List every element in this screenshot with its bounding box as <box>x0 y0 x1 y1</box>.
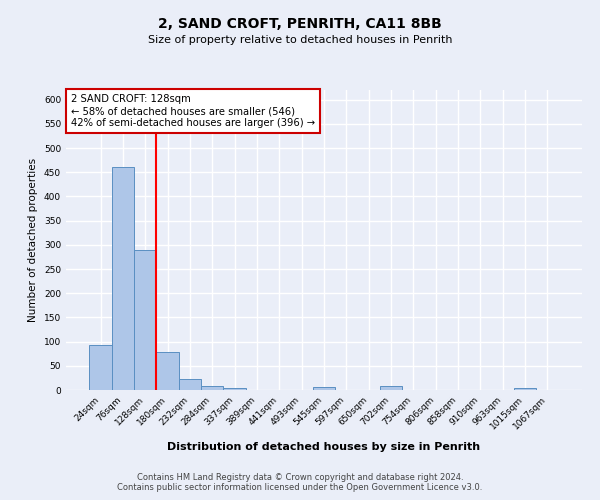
Bar <box>201 386 223 390</box>
Text: Size of property relative to detached houses in Penrith: Size of property relative to detached ho… <box>148 35 452 45</box>
X-axis label: Distribution of detached houses by size in Penrith: Distribution of detached houses by size … <box>167 442 481 452</box>
Bar <box>179 380 201 390</box>
Bar <box>112 168 134 390</box>
Bar <box>313 387 335 390</box>
Bar <box>89 345 112 390</box>
Bar <box>134 250 157 390</box>
Bar <box>514 388 536 390</box>
Text: 2, SAND CROFT, PENRITH, CA11 8BB: 2, SAND CROFT, PENRITH, CA11 8BB <box>158 18 442 32</box>
Bar <box>380 386 402 390</box>
Y-axis label: Number of detached properties: Number of detached properties <box>28 158 38 322</box>
Bar <box>223 388 246 390</box>
Text: Contains HM Land Registry data © Crown copyright and database right 2024.
Contai: Contains HM Land Registry data © Crown c… <box>118 473 482 492</box>
Bar <box>157 352 179 390</box>
Text: 2 SAND CROFT: 128sqm
← 58% of detached houses are smaller (546)
42% of semi-deta: 2 SAND CROFT: 128sqm ← 58% of detached h… <box>71 94 315 128</box>
